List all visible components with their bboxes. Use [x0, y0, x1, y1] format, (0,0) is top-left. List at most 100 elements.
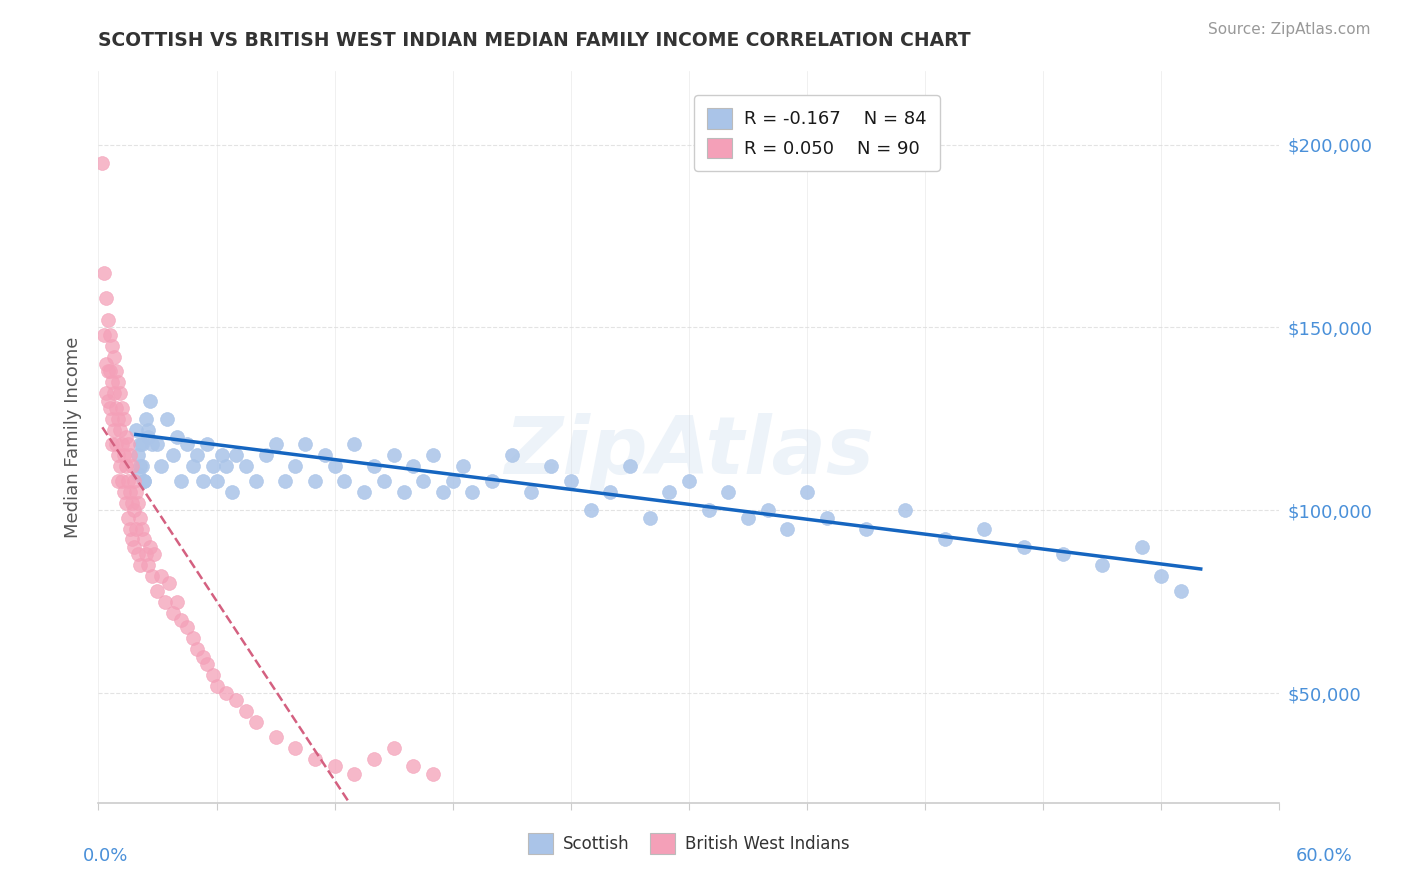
Point: [201, 459, 224, 474]
Point: [138, 540, 160, 554]
Point: [107, 411, 129, 425]
Point: [215, 686, 238, 700]
Point: [264, 437, 287, 451]
Point: [451, 459, 474, 474]
Point: [274, 474, 297, 488]
Point: [599, 484, 621, 499]
Point: [146, 583, 169, 598]
Point: [93, 327, 115, 342]
Point: [141, 569, 163, 583]
Point: [128, 437, 150, 451]
Point: [108, 423, 131, 437]
Point: [323, 459, 346, 474]
Point: [461, 484, 484, 499]
Point: [304, 474, 326, 488]
Point: [363, 459, 385, 474]
Text: Source: ZipAtlas.com: Source: ZipAtlas.com: [1208, 22, 1371, 37]
Point: [894, 503, 917, 517]
Point: [333, 474, 356, 488]
Point: [815, 510, 838, 524]
Point: [97, 364, 120, 378]
Point: [103, 350, 125, 364]
Point: [103, 423, 125, 437]
Point: [658, 484, 681, 499]
Point: [115, 496, 138, 510]
Point: [343, 437, 366, 451]
Point: [122, 503, 145, 517]
Text: 0.0%: 0.0%: [83, 847, 128, 865]
Point: [205, 474, 228, 488]
Point: [132, 474, 155, 488]
Point: [195, 437, 218, 451]
Point: [96, 357, 118, 371]
Point: [111, 474, 134, 488]
Point: [323, 759, 346, 773]
Point: [737, 510, 759, 524]
Point: [579, 503, 602, 517]
Point: [112, 484, 135, 499]
Point: [107, 474, 129, 488]
Point: [1052, 547, 1074, 561]
Point: [146, 437, 169, 451]
Point: [343, 766, 366, 780]
Point: [105, 437, 128, 451]
Point: [97, 393, 120, 408]
Point: [98, 364, 121, 378]
Point: [195, 657, 218, 671]
Point: [101, 375, 124, 389]
Point: [117, 474, 139, 488]
Point: [201, 667, 224, 681]
Y-axis label: Median Family Income: Median Family Income: [65, 336, 83, 538]
Point: [560, 474, 582, 488]
Point: [108, 386, 131, 401]
Point: [176, 437, 198, 451]
Point: [245, 474, 267, 488]
Point: [697, 503, 720, 517]
Point: [481, 474, 503, 488]
Point: [105, 364, 128, 378]
Point: [115, 459, 138, 474]
Point: [392, 484, 415, 499]
Point: [205, 679, 228, 693]
Point: [1130, 540, 1153, 554]
Point: [162, 606, 184, 620]
Point: [156, 411, 179, 425]
Point: [619, 459, 641, 474]
Point: [717, 484, 740, 499]
Point: [166, 430, 188, 444]
Point: [108, 459, 131, 474]
Point: [186, 642, 208, 657]
Point: [264, 730, 287, 744]
Point: [118, 521, 141, 535]
Point: [121, 459, 143, 474]
Point: [107, 375, 129, 389]
Point: [150, 459, 173, 474]
Point: [98, 401, 121, 415]
Point: [170, 474, 193, 488]
Point: [132, 474, 155, 488]
Point: [353, 484, 375, 499]
Point: [382, 448, 405, 462]
Point: [432, 484, 454, 499]
Point: [176, 620, 198, 634]
Point: [105, 401, 128, 415]
Point: [211, 448, 233, 462]
Point: [96, 386, 118, 401]
Point: [254, 448, 277, 462]
Point: [520, 484, 543, 499]
Point: [422, 448, 444, 462]
Point: [363, 752, 385, 766]
Point: [125, 423, 148, 437]
Point: [125, 521, 148, 535]
Point: [112, 411, 135, 425]
Point: [796, 484, 818, 499]
Point: [97, 313, 120, 327]
Point: [135, 411, 157, 425]
Point: [91, 155, 114, 169]
Point: [93, 266, 115, 280]
Point: [132, 533, 155, 547]
Point: [122, 540, 145, 554]
Point: [191, 649, 214, 664]
Point: [284, 740, 307, 755]
Point: [125, 484, 148, 499]
